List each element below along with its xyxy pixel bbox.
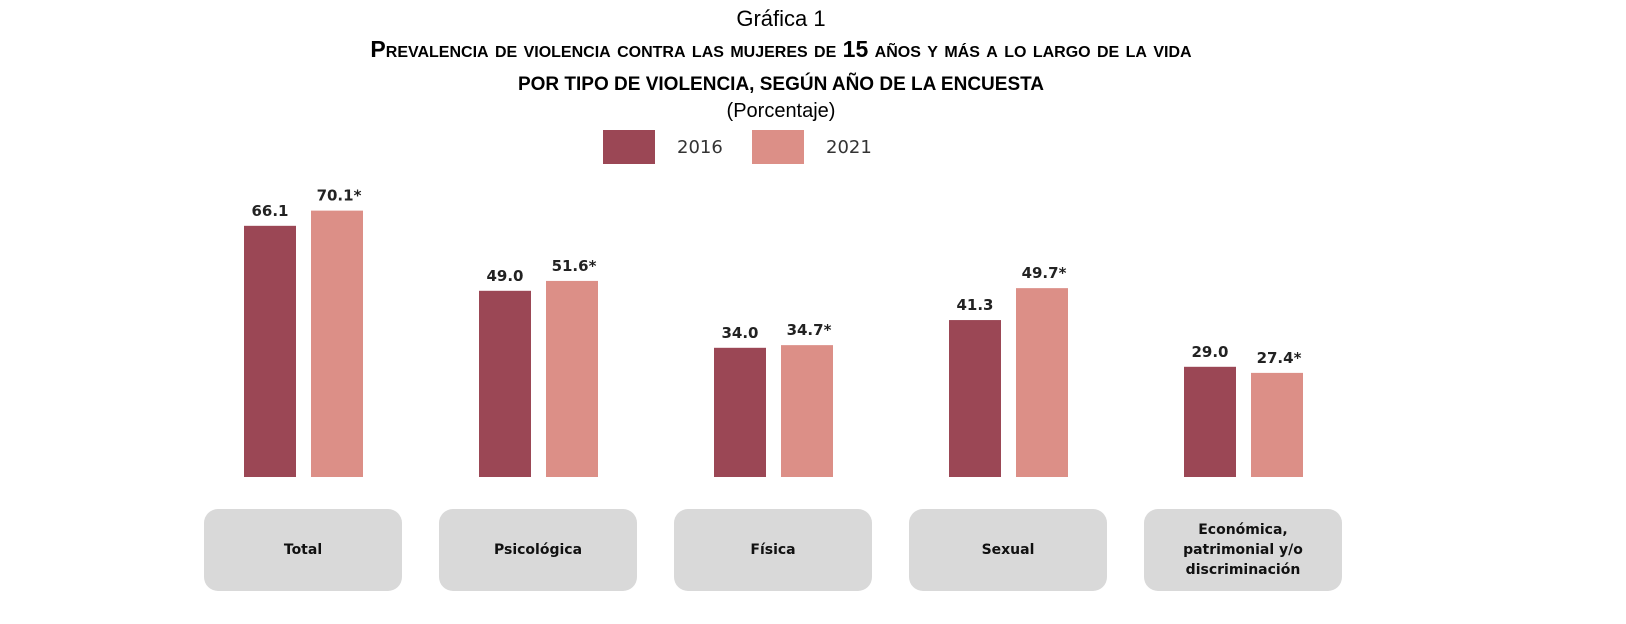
category-label: Económica, patrimonial y/o discriminació… [1144,509,1342,591]
legend-item-2021: 2021 [752,130,872,164]
bar-2021 [311,210,363,477]
bar-2021 [546,280,598,477]
data-label: 70.1* [317,187,362,205]
bar-2021 [1251,372,1303,477]
category-label: Total [204,509,402,591]
data-label: 34.0 [721,324,758,342]
data-label: 49.7* [1022,264,1067,282]
chart-title-line1: Prevalencia de violencia contra las muje… [370,36,1192,62]
legend-item-2016: 2016 [603,130,723,164]
data-label: 49.0 [486,267,523,285]
bar-2021 [1016,288,1068,477]
legend-swatch-2021 [752,130,804,164]
category-label: Sexual [909,509,1107,591]
legend-label-2016: 2016 [677,136,723,158]
data-label: 66.1 [251,202,288,220]
bar-2016 [479,290,531,477]
legend-swatch-2016 [603,130,655,164]
bar-2016 [714,347,766,477]
data-label: 34.7* [787,321,832,339]
bar-2016 [1184,366,1236,477]
data-label: 41.3 [956,296,993,314]
bar-2016 [949,320,1001,477]
data-label: 27.4* [1257,349,1302,367]
legend-label-2021: 2021 [826,136,872,158]
chart-supertitle: Gráfica 1 [736,6,826,31]
category-label: Psicológica [439,509,637,591]
chart-title-line2: POR TIPO DE VIOLENCIA, SEGÚN AÑO DE LA E… [517,74,1045,95]
chart-subtitle: (Porcentaje) [726,100,836,122]
bar-2016 [244,225,296,477]
category-label: Física [674,509,872,591]
bar-2021 [781,345,833,477]
data-label: 29.0 [1191,343,1228,361]
data-label: 51.6* [552,257,597,275]
